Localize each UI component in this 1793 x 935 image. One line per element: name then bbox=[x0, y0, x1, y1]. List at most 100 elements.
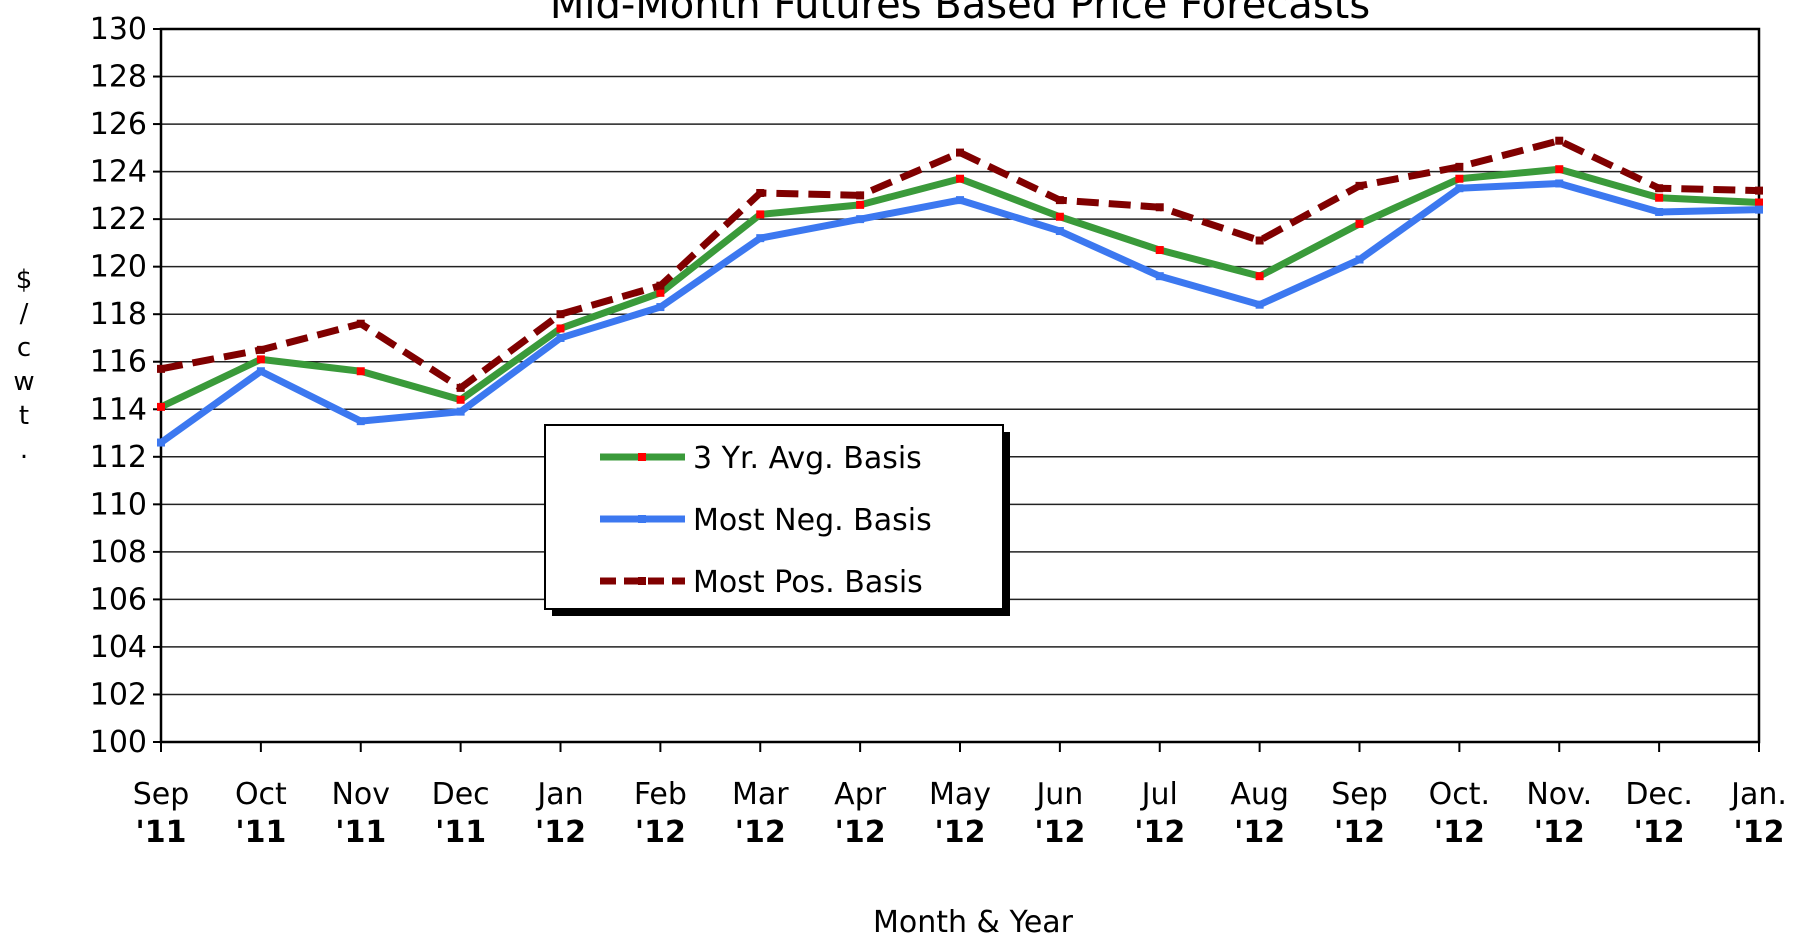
point-marker bbox=[1555, 136, 1564, 145]
x-tick-label: '11 bbox=[435, 815, 486, 850]
point-marker bbox=[1355, 219, 1364, 228]
point-marker bbox=[1055, 196, 1064, 205]
x-tick-label: '11 bbox=[335, 815, 386, 850]
point-marker bbox=[157, 438, 165, 447]
x-tick-label: Jan. bbox=[1729, 777, 1787, 812]
y-tick-label: 122 bbox=[90, 202, 147, 237]
y-tick-label: 124 bbox=[90, 155, 147, 190]
point-marker bbox=[256, 355, 265, 364]
point-marker bbox=[1155, 203, 1164, 212]
x-tick-label: '12 bbox=[1234, 815, 1285, 850]
series-line bbox=[159, 165, 1760, 411]
x-tick-label: '12 bbox=[635, 815, 686, 850]
point-marker bbox=[1355, 255, 1364, 264]
point-marker bbox=[157, 402, 165, 411]
y-tick-label: 104 bbox=[90, 630, 147, 665]
x-tick-label: '12 bbox=[1334, 815, 1385, 850]
x-tick-label: Oct. bbox=[1429, 777, 1490, 812]
point-marker bbox=[556, 333, 565, 342]
point-marker bbox=[756, 234, 765, 243]
y-tick-label: 116 bbox=[90, 345, 147, 380]
point-marker bbox=[856, 191, 865, 200]
chart-title: Mid-Month Futures Based Price Forecasts bbox=[550, 0, 1370, 28]
x-tick-label: Nov. bbox=[1526, 777, 1592, 812]
point-marker bbox=[1655, 208, 1664, 217]
point-marker bbox=[1255, 272, 1264, 281]
point-marker bbox=[756, 210, 765, 219]
x-axis-label: Month & Year bbox=[873, 905, 1074, 935]
x-tick-label: Dec bbox=[432, 777, 490, 812]
x-tick-label: Jun bbox=[1034, 777, 1083, 812]
legend-marker bbox=[638, 515, 646, 523]
legend-label: Most Pos. Basis bbox=[693, 565, 923, 600]
y-tick-label: 108 bbox=[90, 535, 147, 570]
y-tick-label: 100 bbox=[90, 725, 147, 760]
x-tick-label: Sep bbox=[133, 777, 190, 812]
point-marker bbox=[856, 215, 865, 224]
point-marker bbox=[556, 324, 565, 333]
point-marker bbox=[1255, 300, 1264, 309]
point-marker bbox=[1455, 174, 1464, 183]
point-marker bbox=[1555, 165, 1564, 174]
point-marker bbox=[1555, 179, 1564, 188]
y-tick-label: 130 bbox=[90, 12, 147, 47]
y-tick-label: 128 bbox=[90, 60, 147, 95]
x-tick-label: Dec. bbox=[1625, 777, 1693, 812]
point-marker bbox=[656, 281, 665, 290]
point-marker bbox=[1755, 186, 1763, 195]
point-marker bbox=[956, 196, 964, 205]
point-marker bbox=[456, 407, 465, 416]
legend-marker bbox=[638, 453, 646, 461]
legend-label: 3 Yr. Avg. Basis bbox=[693, 441, 922, 476]
point-marker bbox=[1755, 205, 1763, 214]
point-marker bbox=[157, 364, 165, 373]
point-marker bbox=[1455, 162, 1464, 171]
y-axis-label: $/cwt. bbox=[9, 265, 39, 469]
x-tick-label: Jul bbox=[1140, 777, 1178, 812]
point-marker bbox=[1255, 236, 1264, 245]
x-tick-label: Feb bbox=[634, 777, 687, 812]
y-tick-label: 114 bbox=[90, 392, 147, 427]
point-marker bbox=[556, 310, 565, 319]
point-marker bbox=[256, 345, 265, 354]
x-tick-label: '12 bbox=[1134, 815, 1185, 850]
x-tick-label: '12 bbox=[735, 815, 786, 850]
legend-label: Most Neg. Basis bbox=[693, 503, 932, 538]
point-marker bbox=[456, 383, 465, 392]
point-marker bbox=[1755, 198, 1763, 207]
series-line bbox=[158, 179, 1760, 446]
x-tick-label: Oct bbox=[235, 777, 287, 812]
x-tick-label: '12 bbox=[1534, 815, 1585, 850]
y-tick-label: 110 bbox=[90, 487, 147, 522]
point-marker bbox=[1155, 272, 1164, 281]
x-tick-label: Nov bbox=[331, 777, 390, 812]
point-marker bbox=[356, 417, 365, 426]
x-tick-label: Sep bbox=[1331, 777, 1388, 812]
point-marker bbox=[956, 174, 964, 183]
y-tick-label: 118 bbox=[90, 297, 147, 332]
x-tick-label: '12 bbox=[835, 815, 886, 850]
point-marker bbox=[256, 367, 265, 376]
y-tick-label: 126 bbox=[90, 107, 147, 142]
point-marker bbox=[856, 200, 865, 209]
y-tick-label: 102 bbox=[90, 677, 147, 712]
point-marker bbox=[1455, 184, 1464, 193]
point-marker bbox=[956, 148, 964, 157]
point-marker bbox=[1055, 212, 1064, 221]
x-tick-label: Jan bbox=[535, 777, 583, 812]
legend-marker bbox=[638, 577, 646, 585]
x-tick-label: Aug bbox=[1230, 777, 1289, 812]
point-marker bbox=[656, 303, 665, 312]
point-marker bbox=[1055, 227, 1064, 236]
point-marker bbox=[1155, 246, 1164, 255]
x-tick-label: '12 bbox=[535, 815, 586, 850]
point-marker bbox=[456, 395, 465, 404]
x-tick-label: '12 bbox=[1634, 815, 1685, 850]
x-tick-label: '12 bbox=[1034, 815, 1085, 850]
point-marker bbox=[1655, 184, 1664, 193]
x-tick-label: '12 bbox=[1434, 815, 1485, 850]
x-tick-label: '12 bbox=[935, 815, 986, 850]
y-tick-label: 112 bbox=[90, 440, 147, 475]
x-tick-label: '11 bbox=[136, 815, 187, 850]
y-tick-label: 106 bbox=[90, 582, 147, 617]
